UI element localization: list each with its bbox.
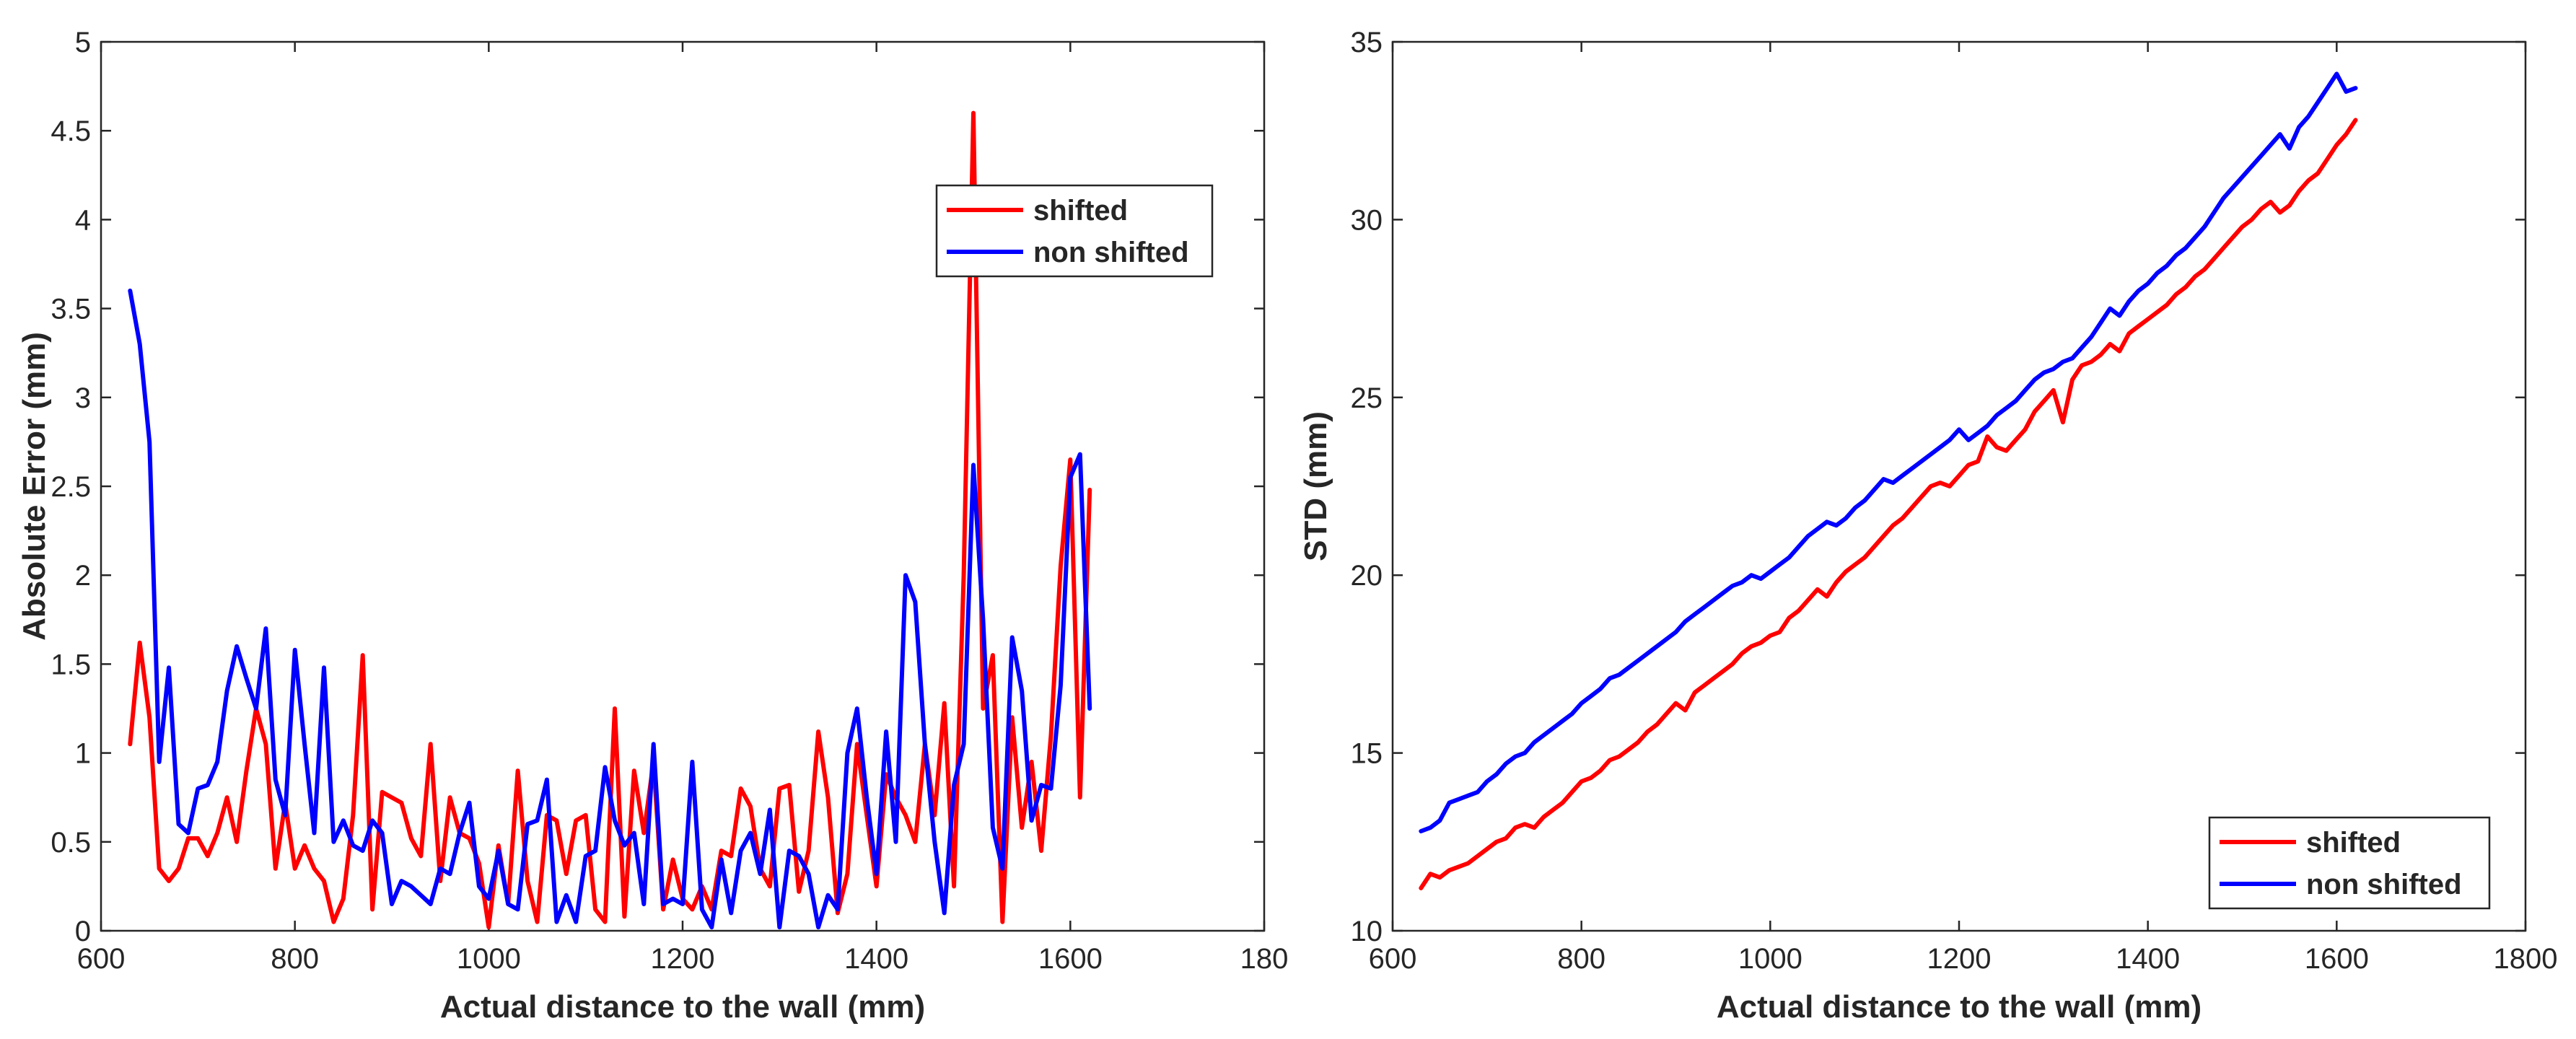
x-tick-label: 1200 — [651, 943, 715, 975]
y-tick-label: 1 — [75, 738, 91, 770]
legend-label: shifted — [2306, 827, 2401, 859]
y-tick-label: 1.5 — [51, 649, 91, 680]
y-axis-title: Absolute Error (mm) — [17, 332, 52, 641]
y-tick-label: 4 — [75, 204, 91, 236]
y-tick-label: 10 — [1351, 916, 1383, 947]
y-tick-label: 20 — [1351, 560, 1383, 592]
x-axis-title: Actual distance to the wall (mm) — [440, 989, 925, 1025]
x-tick-label: 1600 — [2305, 943, 2369, 975]
y-tick-label: 2.5 — [51, 471, 91, 503]
x-tick-label: 180 — [1240, 943, 1289, 975]
x-tick-label: 1000 — [457, 943, 521, 975]
x-tick-label: 600 — [1369, 943, 1417, 975]
chart-absolute-error: 600 800 1000 1200 1400 1600 18000.511.522.533.… — [17, 27, 1288, 1025]
x-tick-label: 1600 — [1038, 943, 1103, 975]
series-line-non-shifted — [128, 289, 1092, 930]
legend-box — [2208, 816, 2491, 910]
x-tick-label: 1200 — [1927, 943, 1992, 975]
y-tick-label: 5 — [75, 27, 91, 58]
y-tick-label: 35 — [1351, 27, 1383, 58]
y-tick-label: 15 — [1351, 738, 1383, 770]
y-axis-title: STD (mm) — [1298, 411, 1333, 561]
y-tick-label: 0.5 — [51, 827, 91, 859]
series-line-shifted — [1419, 118, 2358, 890]
y-tick-label: 0 — [75, 916, 91, 947]
y-tick-label: 30 — [1351, 204, 1383, 236]
legend-box — [935, 184, 1214, 278]
legend-label: shifted — [1033, 195, 1128, 227]
y-tick-label: 4.5 — [51, 115, 91, 147]
x-tick-label: 800 — [271, 943, 319, 975]
y-tick-label: 25 — [1351, 382, 1383, 414]
x-tick-label: 1800 — [2494, 943, 2558, 975]
legend-label: non shifted — [2306, 869, 2462, 900]
y-tick-label: 3 — [75, 382, 91, 414]
x-tick-label: 1400 — [844, 943, 908, 975]
legend-label: non shifted — [1033, 237, 1189, 268]
x-tick-label: 800 — [1557, 943, 1605, 975]
x-tick-label: 600 — [77, 943, 126, 975]
x-tick-label: 1000 — [1738, 943, 1802, 975]
x-tick-label: 1400 — [2116, 943, 2180, 975]
chart-std: 600 800 1000 1200 1400 1600 1800 10 15 20 25 30 35 Ac… — [1298, 27, 2557, 1025]
x-axis-title: Actual distance to the wall (mm) — [1717, 989, 2202, 1025]
y-tick-label: 3.5 — [51, 294, 91, 325]
series-line-non-shifted — [1419, 71, 2358, 833]
y-tick-label: 2 — [75, 560, 91, 592]
